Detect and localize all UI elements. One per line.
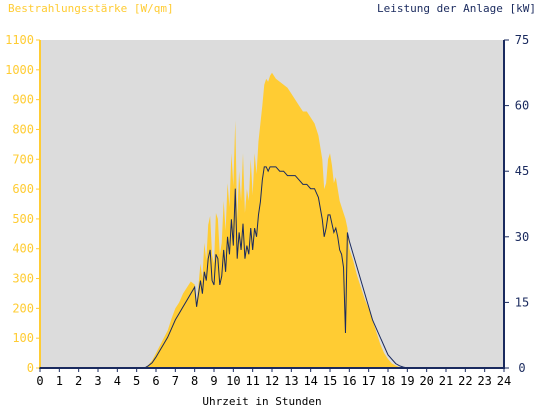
- right-tick-label: 0: [518, 361, 525, 375]
- right-axis-ticks: 0 15 30 45 60 75: [504, 33, 529, 375]
- left-tick-label: 100: [12, 331, 34, 345]
- right-tick-label: 30: [515, 230, 529, 244]
- x-axis-ticks: 0 1 2 3 4 5 6 7 8 9 10 11 12 13 14 15 16 17 18 19 20 21 22 23 24: [36, 368, 511, 388]
- right-tick-label: 45: [515, 164, 529, 178]
- left-tick-label: 1000: [5, 63, 34, 77]
- x-tick-label: 1: [56, 374, 63, 388]
- x-tick-label: 4: [114, 374, 121, 388]
- right-tick-label: 60: [515, 99, 529, 113]
- right-tick-label: 75: [515, 33, 529, 47]
- x-tick-label: 11: [245, 374, 259, 388]
- x-tick-label: 3: [94, 374, 101, 388]
- x-tick-label: 10: [226, 374, 240, 388]
- x-tick-label: 16: [342, 374, 356, 388]
- x-tick-label: 12: [265, 374, 279, 388]
- x-tick-label: 5: [133, 374, 140, 388]
- x-tick-label: 24: [497, 374, 511, 388]
- x-tick-label: 15: [323, 374, 337, 388]
- x-tick-label: 17: [361, 374, 375, 388]
- left-tick-label: 900: [12, 93, 34, 107]
- right-axis-title: Leistung der Anlage [kW]: [377, 2, 536, 15]
- x-tick-label: 18: [381, 374, 395, 388]
- left-tick-label: 600: [12, 182, 34, 196]
- irradiance-area: [40, 72, 504, 369]
- left-tick-label: 500: [12, 212, 34, 226]
- x-tick-label: 14: [303, 374, 317, 388]
- x-tick-label: 23: [477, 374, 491, 388]
- left-tick-label: 400: [12, 242, 34, 256]
- x-tick-label: 22: [458, 374, 472, 388]
- x-tick-label: 2: [75, 374, 82, 388]
- x-tick-label: 21: [439, 374, 453, 388]
- x-tick-label: 20: [419, 374, 433, 388]
- left-tick-label: 1100: [5, 33, 34, 47]
- left-axis-title: Bestrahlungsstärke [W/qm]: [8, 2, 174, 15]
- x-axis-title: Uhrzeit in Stunden: [202, 395, 321, 408]
- left-tick-label: 700: [12, 152, 34, 166]
- left-tick-label: 800: [12, 122, 34, 136]
- x-tick-label: 0: [36, 374, 43, 388]
- power-line: [40, 166, 504, 369]
- left-tick-label: 0: [27, 361, 34, 375]
- left-axis-ticks: 0 100 200 300 400 500 600 700 800 900 1000 1100: [5, 33, 40, 375]
- left-tick-label: 200: [12, 301, 34, 315]
- x-tick-label: 7: [172, 374, 179, 388]
- right-tick-label: 15: [515, 295, 529, 309]
- left-tick-label: 300: [12, 272, 34, 286]
- x-tick-label: 6: [152, 374, 159, 388]
- x-tick-label: 13: [284, 374, 298, 388]
- x-tick-label: 8: [191, 374, 198, 388]
- x-tick-label: 9: [210, 374, 217, 388]
- x-tick-label: 19: [400, 374, 414, 388]
